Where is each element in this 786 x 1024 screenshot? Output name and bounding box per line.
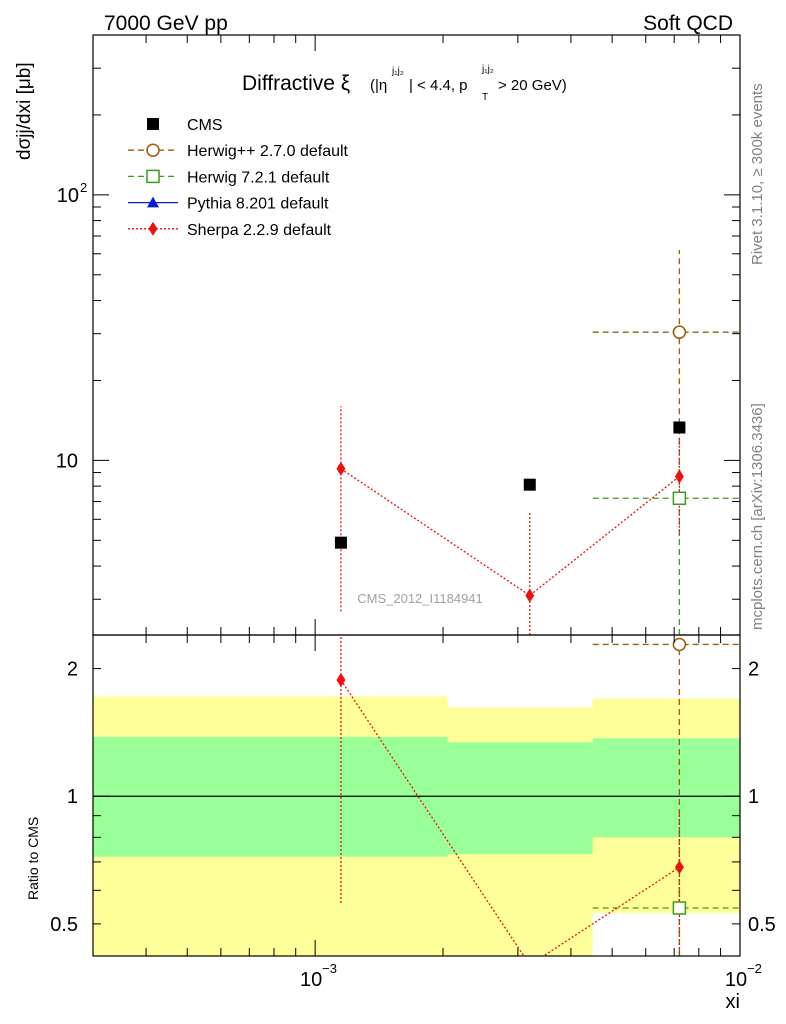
legend-entry-sherpa-2-2-9-default: Sherpa 2.2.9 default [128,221,332,239]
legend-marker [146,169,160,184]
title-cut1-sup: j₁j₂ [391,66,404,77]
legend: CMS Herwig++ 2.7.0 default Herwig 7.2.1 de… [128,117,349,239]
ratio-y-tick-label-right: 2 [748,659,759,681]
legend-label: Sherpa 2.2.9 default [187,222,332,239]
legend-marker [148,221,158,236]
cms-point [523,478,536,491]
title-cut2-post: > 20 GeV) [498,77,567,94]
sherpa-2-2-9-default-point [525,588,535,603]
stat-uncertainty-band [592,738,740,838]
herwig-7-2-1-default-ratio-point [672,901,687,915]
x-axis-label: xi [726,991,740,1013]
ratio-frame [92,634,741,957]
main-data [334,249,740,635]
title-cut1-post: | < 4.4, p [409,77,468,94]
reference-label: CMS_2012_I1184941 [357,591,483,606]
legend-marker [147,118,159,130]
x-tick-label: 10 [725,969,747,991]
main-y-tick-label: 10 [57,185,79,207]
legend-label: Pythia 8.201 default [187,196,329,213]
ratio-y-tick-label: 2 [67,659,78,681]
legend-marker [147,196,159,208]
x-tick-label-exponent: −2 [747,961,762,976]
x-tick-label: 10 [300,969,322,991]
header-right: Soft QCD [643,12,733,35]
x-tick-label-exponent: −3 [322,961,337,976]
legend-marker [146,143,160,157]
ratio-y-axis-label: Ratio to CMS [25,817,41,900]
sherpa-2-2-9-default-point [674,469,684,484]
title-cut2-sup: j₁j₂ [481,64,494,75]
title-main: Diffractive ξ [242,72,350,95]
ratio-y-tick-label: 0.5 [50,914,78,936]
herwig-7-2-1-default-point [672,491,687,506]
ratio-y-tick-label: 1 [67,786,78,808]
ratio-y-tick-label-right: 0.5 [748,914,776,936]
main-y-tick-exponent: 2 [80,180,87,195]
ratio-y-tick-label-right: 1 [748,786,759,808]
stat-uncertainty-band [447,742,593,855]
ratio-data [93,635,740,956]
legend-entry-cms: CMS [147,117,223,134]
sherpa-2-2-9-default-ratio-point [336,672,346,687]
herwig-2-7-0-default-point [672,325,687,339]
rivet-version-label: Rivet 3.1.10, ≥ 300k events [749,83,766,265]
legend-entry-herwig-2-7-0-default: Herwig++ 2.7.0 default [128,143,349,160]
ratio-panel: 0.5 0.51 12 210−310−2 [50,634,776,991]
legend-entry-herwig-7-2-1-default: Herwig 7.2.1 default [128,169,330,186]
main-y-axis-label: dσjj/dxi [μb] [14,62,35,160]
plot-title: Diffractive ξ (|η j₁j₂ | < 4.4, p j₁j₂ T… [242,64,567,103]
legend-entry-pythia-8-201-default: Pythia 8.201 default [128,196,329,213]
main-y-tick-label: 10 [56,450,78,472]
mcplots-label: mcplots.cern.ch [arXiv:1306.3436] [749,403,766,630]
cms-point [334,536,347,549]
title-cut2-sub: T [482,92,488,103]
sherpa-2-2-9-default-line [340,468,680,597]
header-left: 7000 GeV pp [104,12,228,35]
sherpa-2-2-9-default-ratio-point [674,860,684,875]
legend-label: Herwig 7.2.1 default [187,169,330,186]
title-cut1-pre: (|η [370,77,387,94]
legend-label: Herwig++ 2.7.0 default [187,143,349,160]
sherpa-2-2-9-default-point [336,461,346,476]
sherpa-2-2-9-default-ratio-line [340,679,680,956]
herwig-2-7-0-default-ratio-point [672,637,687,652]
legend-label: CMS [187,117,223,134]
cms-point [673,421,686,434]
